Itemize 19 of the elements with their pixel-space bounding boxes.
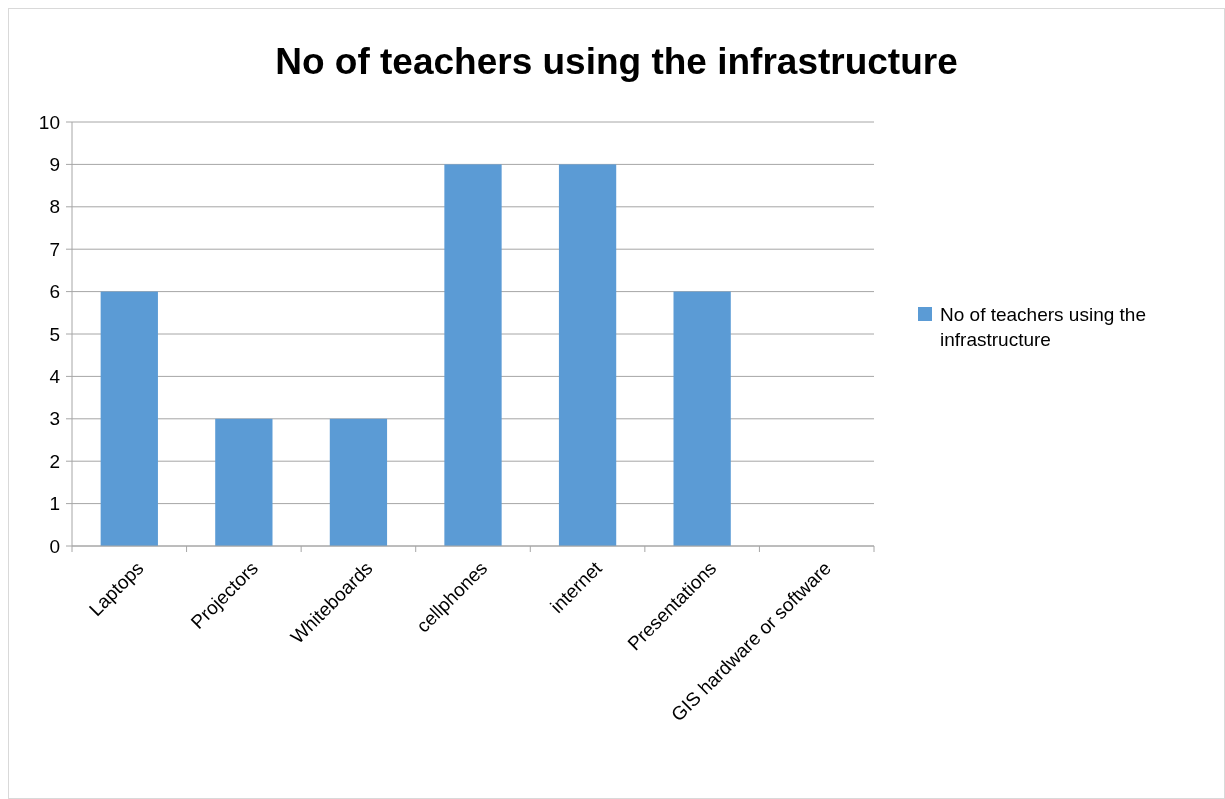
bar (558, 164, 617, 546)
y-tick-label: 5 (49, 323, 60, 345)
y-tick-label: 9 (49, 154, 60, 176)
legend-label: No of teachers using the infrastructure (940, 303, 1146, 351)
y-tick-label: 2 (49, 450, 60, 472)
y-tick-label: 3 (49, 408, 60, 430)
bar (444, 164, 502, 546)
bar (673, 291, 731, 546)
bar (329, 418, 388, 546)
y-tick-label: 6 (49, 281, 60, 303)
y-tick-label: 1 (49, 493, 60, 515)
bar (100, 291, 158, 546)
y-tick-label: 0 (49, 535, 60, 557)
y-tick-label: 7 (49, 238, 60, 260)
y-tick-label: 10 (38, 111, 60, 133)
chart-title: No of teachers using the infrastructure (275, 41, 958, 82)
y-tick-label: 4 (49, 366, 61, 388)
y-tick-label: 8 (49, 196, 60, 218)
bar (215, 418, 273, 546)
